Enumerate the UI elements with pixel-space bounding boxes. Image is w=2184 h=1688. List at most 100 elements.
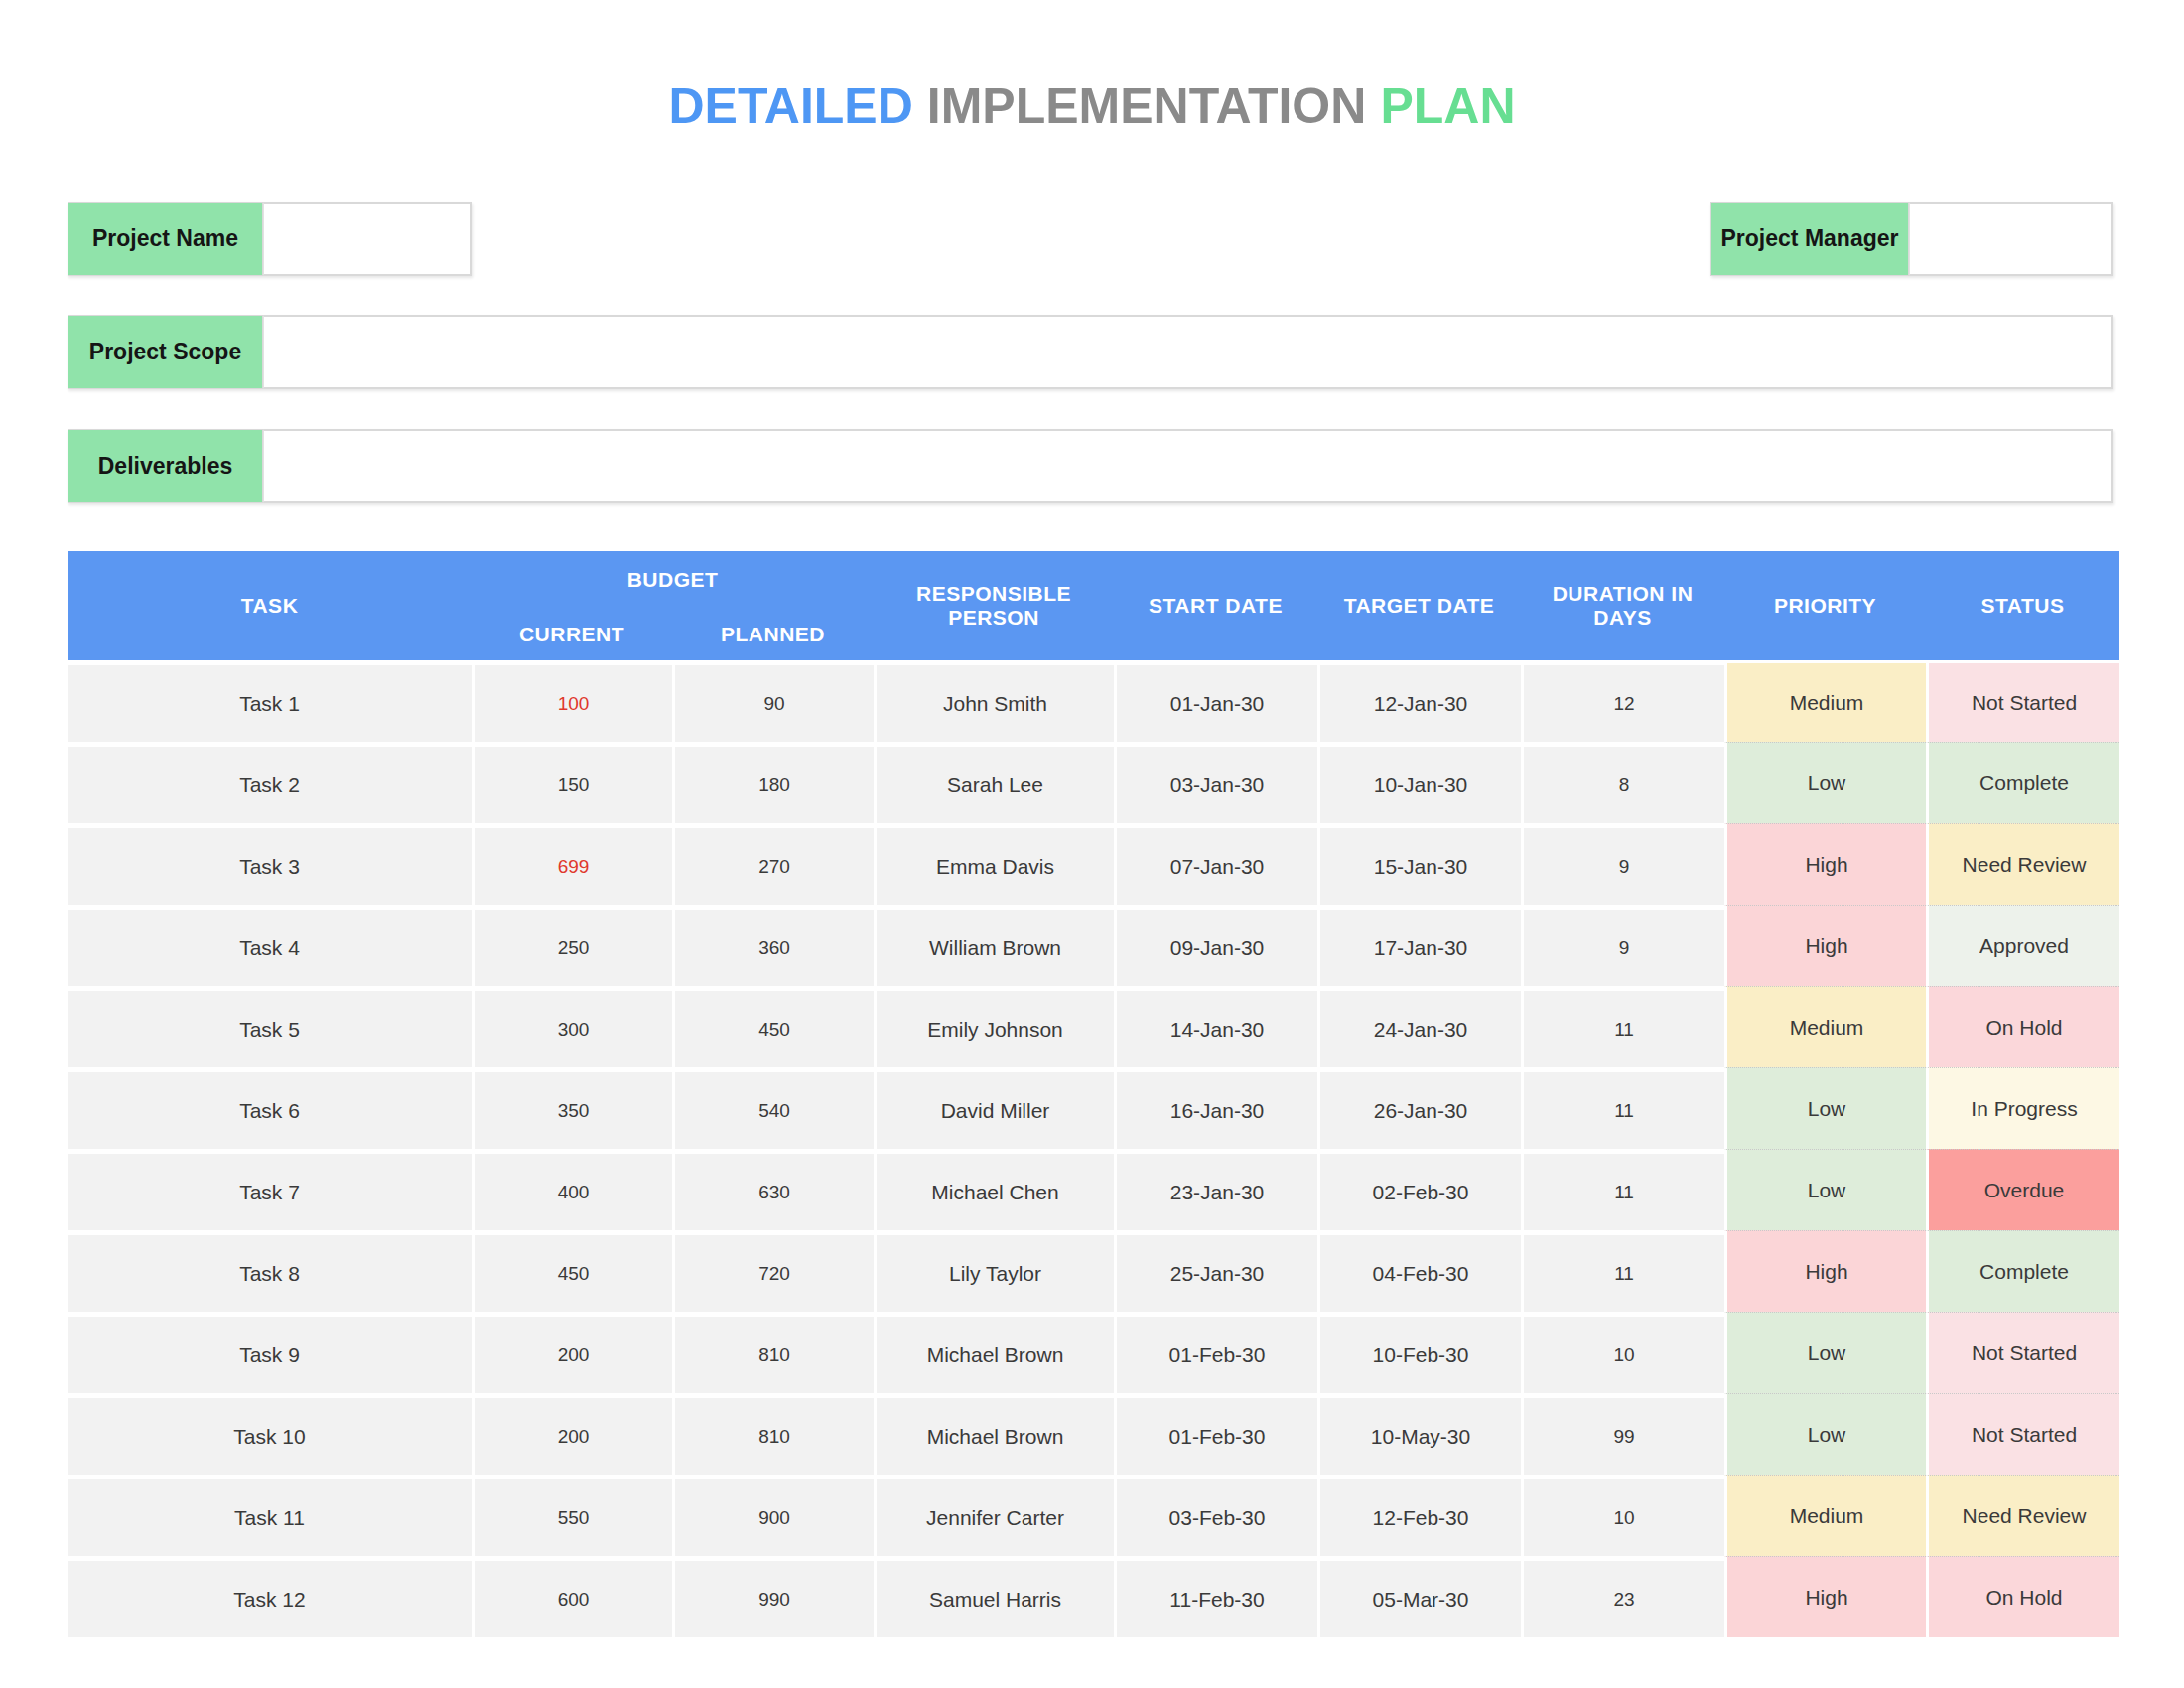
responsible-person-cell[interactable]: Emma Davis xyxy=(874,823,1114,905)
task-cell[interactable]: Task 7 xyxy=(68,1149,472,1230)
start-date-cell[interactable]: 03-Feb-30 xyxy=(1114,1475,1317,1556)
priority-cell[interactable]: High xyxy=(1724,1230,1926,1312)
budget-planned-cell[interactable]: 900 xyxy=(672,1475,874,1556)
priority-cell[interactable]: High xyxy=(1724,823,1926,905)
start-date-cell[interactable]: 09-Jan-30 xyxy=(1114,905,1317,986)
task-cell[interactable]: Task 9 xyxy=(68,1312,472,1393)
status-cell[interactable]: Not Started xyxy=(1926,1393,2119,1475)
budget-current-cell[interactable]: 600 xyxy=(472,1556,672,1637)
duration-cell[interactable]: 11 xyxy=(1521,1067,1724,1149)
responsible-person-cell[interactable]: Sarah Lee xyxy=(874,742,1114,823)
budget-planned-cell[interactable]: 450 xyxy=(672,986,874,1067)
start-date-cell[interactable]: 23-Jan-30 xyxy=(1114,1149,1317,1230)
task-cell[interactable]: Task 10 xyxy=(68,1393,472,1475)
target-date-cell[interactable]: 12-Feb-30 xyxy=(1317,1475,1521,1556)
target-date-cell[interactable]: 05-Mar-30 xyxy=(1317,1556,1521,1637)
start-date-cell[interactable]: 14-Jan-30 xyxy=(1114,986,1317,1067)
task-cell[interactable]: Task 1 xyxy=(68,660,472,742)
start-date-cell[interactable]: 25-Jan-30 xyxy=(1114,1230,1317,1312)
responsible-person-cell[interactable]: Michael Chen xyxy=(874,1149,1114,1230)
task-cell[interactable]: Task 2 xyxy=(68,742,472,823)
responsible-person-cell[interactable]: Lily Taylor xyxy=(874,1230,1114,1312)
target-date-cell[interactable]: 24-Jan-30 xyxy=(1317,986,1521,1067)
project-name-input[interactable] xyxy=(263,202,472,276)
status-cell[interactable]: In Progress xyxy=(1926,1067,2119,1149)
budget-planned-cell[interactable]: 90 xyxy=(672,660,874,742)
status-cell[interactable]: On Hold xyxy=(1926,1556,2119,1637)
duration-cell[interactable]: 99 xyxy=(1521,1393,1724,1475)
target-date-cell[interactable]: 12-Jan-30 xyxy=(1317,660,1521,742)
duration-cell[interactable]: 8 xyxy=(1521,742,1724,823)
start-date-cell[interactable]: 01-Jan-30 xyxy=(1114,660,1317,742)
budget-current-cell[interactable]: 300 xyxy=(472,986,672,1067)
duration-cell[interactable]: 11 xyxy=(1521,986,1724,1067)
target-date-cell[interactable]: 26-Jan-30 xyxy=(1317,1067,1521,1149)
status-cell[interactable]: Overdue xyxy=(1926,1149,2119,1230)
priority-cell[interactable]: Medium xyxy=(1724,660,1926,742)
budget-planned-cell[interactable]: 540 xyxy=(672,1067,874,1149)
responsible-person-cell[interactable]: Michael Brown xyxy=(874,1312,1114,1393)
duration-cell[interactable]: 11 xyxy=(1521,1149,1724,1230)
budget-current-cell[interactable]: 100 xyxy=(472,660,672,742)
duration-cell[interactable]: 9 xyxy=(1521,905,1724,986)
budget-planned-cell[interactable]: 630 xyxy=(672,1149,874,1230)
responsible-person-cell[interactable]: John Smith xyxy=(874,660,1114,742)
budget-planned-cell[interactable]: 180 xyxy=(672,742,874,823)
deliverables-input[interactable] xyxy=(263,429,2113,503)
target-date-cell[interactable]: 02-Feb-30 xyxy=(1317,1149,1521,1230)
priority-cell[interactable]: High xyxy=(1724,1556,1926,1637)
project-scope-input[interactable] xyxy=(263,315,2113,389)
status-cell[interactable]: Need Review xyxy=(1926,1475,2119,1556)
task-cell[interactable]: Task 11 xyxy=(68,1475,472,1556)
task-cell[interactable]: Task 3 xyxy=(68,823,472,905)
budget-current-cell[interactable]: 200 xyxy=(472,1393,672,1475)
start-date-cell[interactable]: 01-Feb-30 xyxy=(1114,1312,1317,1393)
target-date-cell[interactable]: 15-Jan-30 xyxy=(1317,823,1521,905)
budget-current-cell[interactable]: 200 xyxy=(472,1312,672,1393)
start-date-cell[interactable]: 03-Jan-30 xyxy=(1114,742,1317,823)
start-date-cell[interactable]: 07-Jan-30 xyxy=(1114,823,1317,905)
status-cell[interactable]: Not Started xyxy=(1926,660,2119,742)
start-date-cell[interactable]: 11-Feb-30 xyxy=(1114,1556,1317,1637)
target-date-cell[interactable]: 10-Feb-30 xyxy=(1317,1312,1521,1393)
priority-cell[interactable]: Low xyxy=(1724,1393,1926,1475)
budget-planned-cell[interactable]: 360 xyxy=(672,905,874,986)
priority-cell[interactable]: Low xyxy=(1724,1312,1926,1393)
responsible-person-cell[interactable]: Michael Brown xyxy=(874,1393,1114,1475)
task-cell[interactable]: Task 5 xyxy=(68,986,472,1067)
target-date-cell[interactable]: 04-Feb-30 xyxy=(1317,1230,1521,1312)
budget-current-cell[interactable]: 350 xyxy=(472,1067,672,1149)
responsible-person-cell[interactable]: Samuel Harris xyxy=(874,1556,1114,1637)
budget-planned-cell[interactable]: 270 xyxy=(672,823,874,905)
budget-planned-cell[interactable]: 720 xyxy=(672,1230,874,1312)
task-cell[interactable]: Task 4 xyxy=(68,905,472,986)
priority-cell[interactable]: Medium xyxy=(1724,986,1926,1067)
budget-current-cell[interactable]: 250 xyxy=(472,905,672,986)
duration-cell[interactable]: 12 xyxy=(1521,660,1724,742)
responsible-person-cell[interactable]: David Miller xyxy=(874,1067,1114,1149)
budget-planned-cell[interactable]: 990 xyxy=(672,1556,874,1637)
budget-current-cell[interactable]: 400 xyxy=(472,1149,672,1230)
duration-cell[interactable]: 9 xyxy=(1521,823,1724,905)
status-cell[interactable]: Complete xyxy=(1926,1230,2119,1312)
status-cell[interactable]: Complete xyxy=(1926,742,2119,823)
budget-current-cell[interactable]: 699 xyxy=(472,823,672,905)
status-cell[interactable]: On Hold xyxy=(1926,986,2119,1067)
budget-current-cell[interactable]: 450 xyxy=(472,1230,672,1312)
start-date-cell[interactable]: 01-Feb-30 xyxy=(1114,1393,1317,1475)
budget-planned-cell[interactable]: 810 xyxy=(672,1312,874,1393)
budget-current-cell[interactable]: 550 xyxy=(472,1475,672,1556)
budget-current-cell[interactable]: 150 xyxy=(472,742,672,823)
status-cell[interactable]: Not Started xyxy=(1926,1312,2119,1393)
duration-cell[interactable]: 10 xyxy=(1521,1312,1724,1393)
target-date-cell[interactable]: 10-Jan-30 xyxy=(1317,742,1521,823)
priority-cell[interactable]: Low xyxy=(1724,1149,1926,1230)
duration-cell[interactable]: 23 xyxy=(1521,1556,1724,1637)
responsible-person-cell[interactable]: William Brown xyxy=(874,905,1114,986)
priority-cell[interactable]: Low xyxy=(1724,742,1926,823)
start-date-cell[interactable]: 16-Jan-30 xyxy=(1114,1067,1317,1149)
project-manager-input[interactable] xyxy=(1909,202,2113,276)
priority-cell[interactable]: High xyxy=(1724,905,1926,986)
responsible-person-cell[interactable]: Jennifer Carter xyxy=(874,1475,1114,1556)
status-cell[interactable]: Need Review xyxy=(1926,823,2119,905)
